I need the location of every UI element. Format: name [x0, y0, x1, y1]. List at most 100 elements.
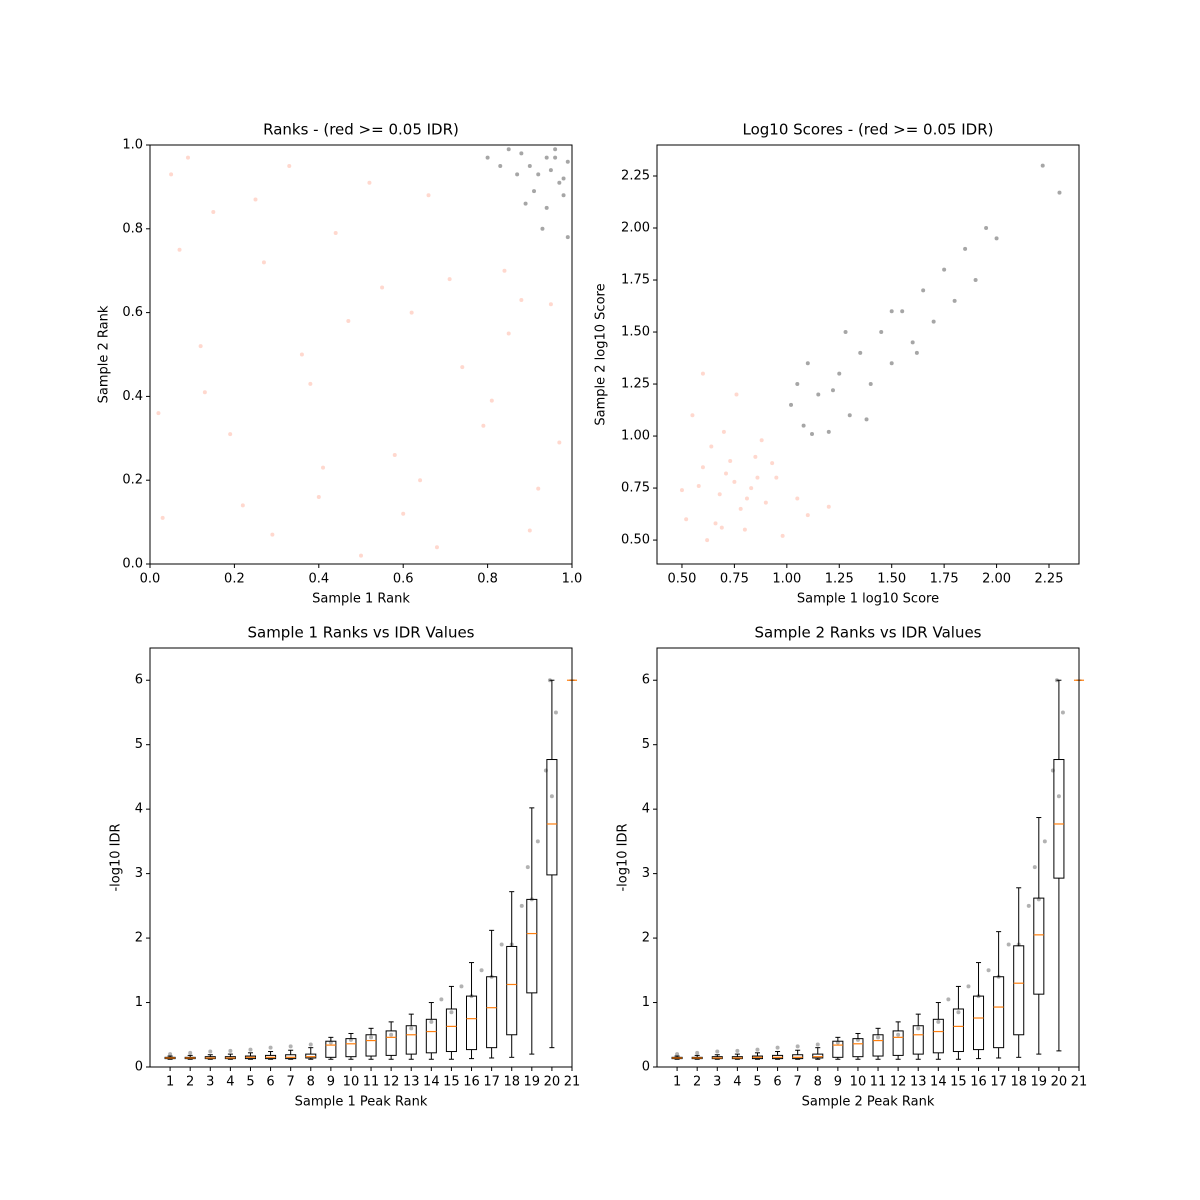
y-axis-label: -log10 IDR [109, 823, 124, 891]
point [1057, 190, 1062, 195]
point [519, 151, 524, 156]
point [248, 1047, 253, 1052]
point [389, 1032, 394, 1037]
point [696, 483, 701, 488]
x-tick-label: 12 [383, 1075, 400, 1090]
point [557, 180, 562, 185]
x-tick-label: 2.25 [1035, 572, 1064, 587]
x-tick-label: 2 [693, 1075, 701, 1090]
point [288, 1044, 293, 1049]
point [889, 309, 894, 314]
x-tick-label: 6 [266, 1075, 274, 1090]
x-tick-label: 17 [990, 1075, 1007, 1090]
x-tick-label: 5 [753, 1075, 761, 1090]
y-axis-label: Sample 2 Rank [97, 305, 112, 403]
y-tick-label: 2.00 [621, 221, 650, 236]
x-tick-label: 5 [246, 1075, 254, 1090]
y-tick-label: 0.50 [621, 533, 650, 548]
point [1042, 839, 1047, 844]
point [700, 371, 705, 376]
point [735, 1048, 740, 1053]
point [809, 431, 814, 436]
point [308, 1042, 313, 1047]
point [805, 513, 810, 518]
point [879, 330, 884, 335]
y-tick-label: 4 [135, 802, 143, 817]
point [401, 511, 406, 516]
y-tick-label: 1.25 [621, 377, 650, 392]
point [561, 193, 566, 198]
x-tick-label: 1.75 [930, 572, 959, 587]
x-tick-label: 21 [564, 1075, 581, 1090]
x-tick-label: 1.00 [772, 572, 801, 587]
point [502, 268, 507, 273]
point [780, 533, 785, 538]
point [713, 521, 718, 526]
point [565, 235, 570, 240]
x-tick-label: 17 [483, 1075, 500, 1090]
point [392, 453, 397, 458]
y-tick-label: 1.0 [122, 138, 143, 153]
point [418, 478, 423, 483]
point [544, 155, 549, 160]
x-tick-label: 0.0 [140, 572, 161, 587]
x-tick-label: 10 [850, 1075, 867, 1090]
x-tick-label: 15 [950, 1075, 967, 1090]
box [1033, 897, 1045, 995]
box [932, 1018, 944, 1054]
point [900, 309, 905, 314]
y-tick-label: 0 [642, 1060, 650, 1075]
y-tick-label: 1.50 [621, 325, 650, 340]
point [208, 1049, 213, 1054]
point [198, 344, 203, 349]
axes-frame [656, 647, 1080, 1068]
point [228, 432, 233, 437]
point [261, 260, 266, 265]
point [684, 517, 689, 522]
x-tick-label: 16 [970, 1075, 987, 1090]
chart-title: Log10 Scores - (red >= 0.05 IDR) [743, 121, 994, 139]
point [721, 429, 726, 434]
point [333, 230, 338, 235]
x-tick-label: 4 [733, 1075, 741, 1090]
point [738, 506, 743, 511]
y-tick-label: 4 [642, 802, 650, 817]
point [775, 1045, 780, 1050]
point [690, 413, 695, 418]
point [519, 903, 524, 908]
point [481, 423, 486, 428]
point [380, 285, 385, 290]
x-tick-label: 1.25 [825, 572, 854, 587]
box [526, 898, 538, 994]
y-tick-label: 5 [642, 737, 650, 752]
y-tick-label: 1.00 [621, 429, 650, 444]
box [405, 1025, 417, 1055]
chart-title: Sample 2 Ranks vs IDR Values [754, 624, 981, 642]
point [240, 503, 245, 508]
y-tick-label: 0.4 [122, 389, 143, 404]
point [434, 545, 439, 550]
y-tick-label: 3 [642, 866, 650, 881]
y-tick-label: 0.2 [122, 473, 143, 488]
point [168, 1052, 173, 1057]
point [449, 1010, 454, 1015]
x-tick-label: 18 [1010, 1075, 1027, 1090]
point [228, 1048, 233, 1053]
x-tick-label: 8 [814, 1075, 822, 1090]
point [679, 488, 684, 493]
point [774, 475, 779, 480]
point [1060, 710, 1065, 715]
point [553, 710, 558, 715]
point [709, 444, 714, 449]
point [732, 479, 737, 484]
point [830, 388, 835, 393]
point [868, 382, 873, 387]
point [843, 330, 848, 335]
point [535, 839, 540, 844]
point [426, 193, 431, 198]
x-tick-label: 15 [443, 1075, 460, 1090]
point [485, 155, 490, 160]
box [812, 1053, 824, 1059]
point [795, 382, 800, 387]
x-tick-label: 7 [287, 1075, 295, 1090]
